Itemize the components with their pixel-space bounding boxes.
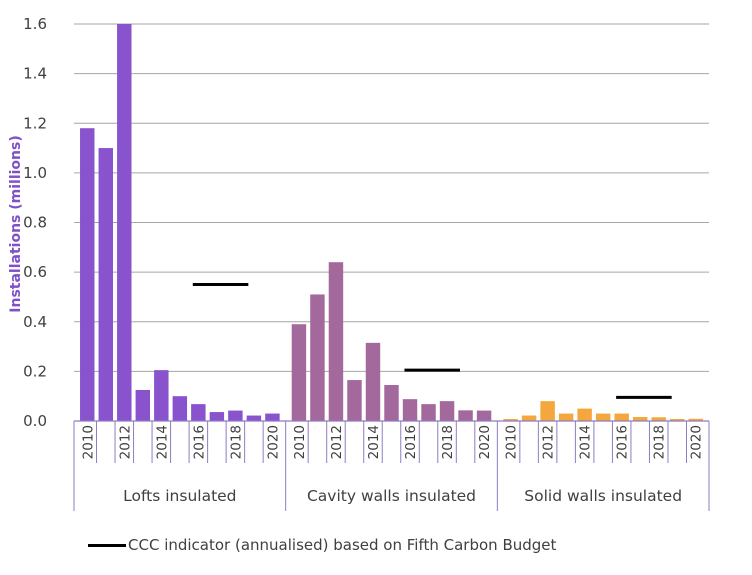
bar bbox=[421, 404, 436, 421]
group-label: Lofts insulated bbox=[123, 487, 236, 505]
x-tick-label: 2018 bbox=[652, 425, 668, 459]
y-tick-label: 0.6 bbox=[23, 263, 47, 281]
x-axis: 2010 2012 2014 2016 2018 2020 Lofts insulated 2… bbox=[73, 420, 710, 511]
bar bbox=[577, 408, 592, 421]
bar bbox=[172, 396, 188, 421]
y-tick-label: 0.4 bbox=[23, 313, 47, 331]
bar bbox=[476, 410, 492, 421]
bar bbox=[328, 262, 344, 421]
x-tick-label: 2010 bbox=[504, 425, 520, 459]
bar bbox=[595, 413, 611, 421]
x-tick-label: 2016 bbox=[615, 425, 631, 459]
x-tick-label: 2020 bbox=[689, 425, 705, 459]
x-tick-label: 2014 bbox=[154, 425, 170, 459]
y-tick-label: 1.2 bbox=[23, 114, 47, 132]
x-tick-label: 2014 bbox=[366, 425, 382, 459]
bars bbox=[80, 24, 703, 421]
x-tick-label: 2014 bbox=[578, 425, 594, 459]
x-tick-label: 2012 bbox=[541, 425, 557, 459]
bar bbox=[310, 294, 325, 421]
bar bbox=[503, 419, 518, 421]
bar bbox=[246, 415, 262, 421]
x-tick-label: 2012 bbox=[117, 425, 133, 459]
bar bbox=[117, 24, 132, 421]
bar bbox=[265, 413, 280, 421]
y-tick-label: 0.8 bbox=[23, 214, 47, 232]
bar bbox=[402, 399, 418, 421]
y-axis-label: Installations (millions) bbox=[8, 135, 24, 312]
x-tick-label: 2016 bbox=[403, 425, 419, 459]
group-label: Solid walls insulated bbox=[524, 487, 682, 505]
bar bbox=[365, 342, 381, 421]
bar bbox=[291, 324, 307, 421]
bar bbox=[347, 380, 362, 421]
bar bbox=[540, 401, 555, 421]
x-tick-label: 2010 bbox=[80, 425, 96, 459]
bar bbox=[558, 413, 574, 421]
bar bbox=[670, 419, 685, 421]
x-tick-label: 2012 bbox=[329, 425, 345, 459]
y-tick-label: 1.4 bbox=[23, 65, 47, 83]
indicator-lines bbox=[192, 283, 672, 399]
bar bbox=[632, 417, 648, 421]
bar bbox=[458, 410, 473, 421]
bar bbox=[80, 128, 95, 421]
legend: CCC indicator (annualised) based on Fift… bbox=[88, 534, 556, 556]
legend-label: CCC indicator (annualised) based on Fift… bbox=[128, 536, 557, 554]
y-axis-ticks: 0.0 0.2 0.4 0.6 0.8 1.0 1.2 1.4 1.6 bbox=[23, 15, 47, 430]
x-tick-label: 2010 bbox=[292, 425, 308, 459]
bar bbox=[98, 148, 113, 421]
y-tick-label: 0.2 bbox=[23, 362, 47, 380]
bar bbox=[688, 418, 703, 421]
group-label: Cavity walls insulated bbox=[307, 487, 476, 505]
x-tick-label: 2016 bbox=[191, 425, 207, 459]
bar bbox=[228, 410, 243, 421]
grid-lines bbox=[74, 23, 709, 422]
bar bbox=[191, 404, 206, 421]
x-tick-label: 2020 bbox=[265, 425, 281, 459]
bar bbox=[614, 413, 629, 421]
x-tick-label: 2018 bbox=[440, 425, 456, 459]
bar bbox=[439, 401, 455, 421]
bar bbox=[384, 385, 399, 421]
bar bbox=[521, 415, 537, 421]
x-tick-label: 2018 bbox=[228, 425, 244, 459]
y-tick-label: 1.6 bbox=[23, 15, 47, 33]
y-tick-label: 0.0 bbox=[23, 412, 47, 430]
x-tick-label: 2020 bbox=[477, 425, 493, 459]
bar bbox=[209, 412, 225, 421]
bar bbox=[651, 417, 666, 421]
bar bbox=[135, 389, 151, 421]
bar bbox=[154, 370, 169, 421]
y-tick-label: 1.0 bbox=[23, 164, 47, 182]
legend-swatch bbox=[88, 543, 126, 547]
